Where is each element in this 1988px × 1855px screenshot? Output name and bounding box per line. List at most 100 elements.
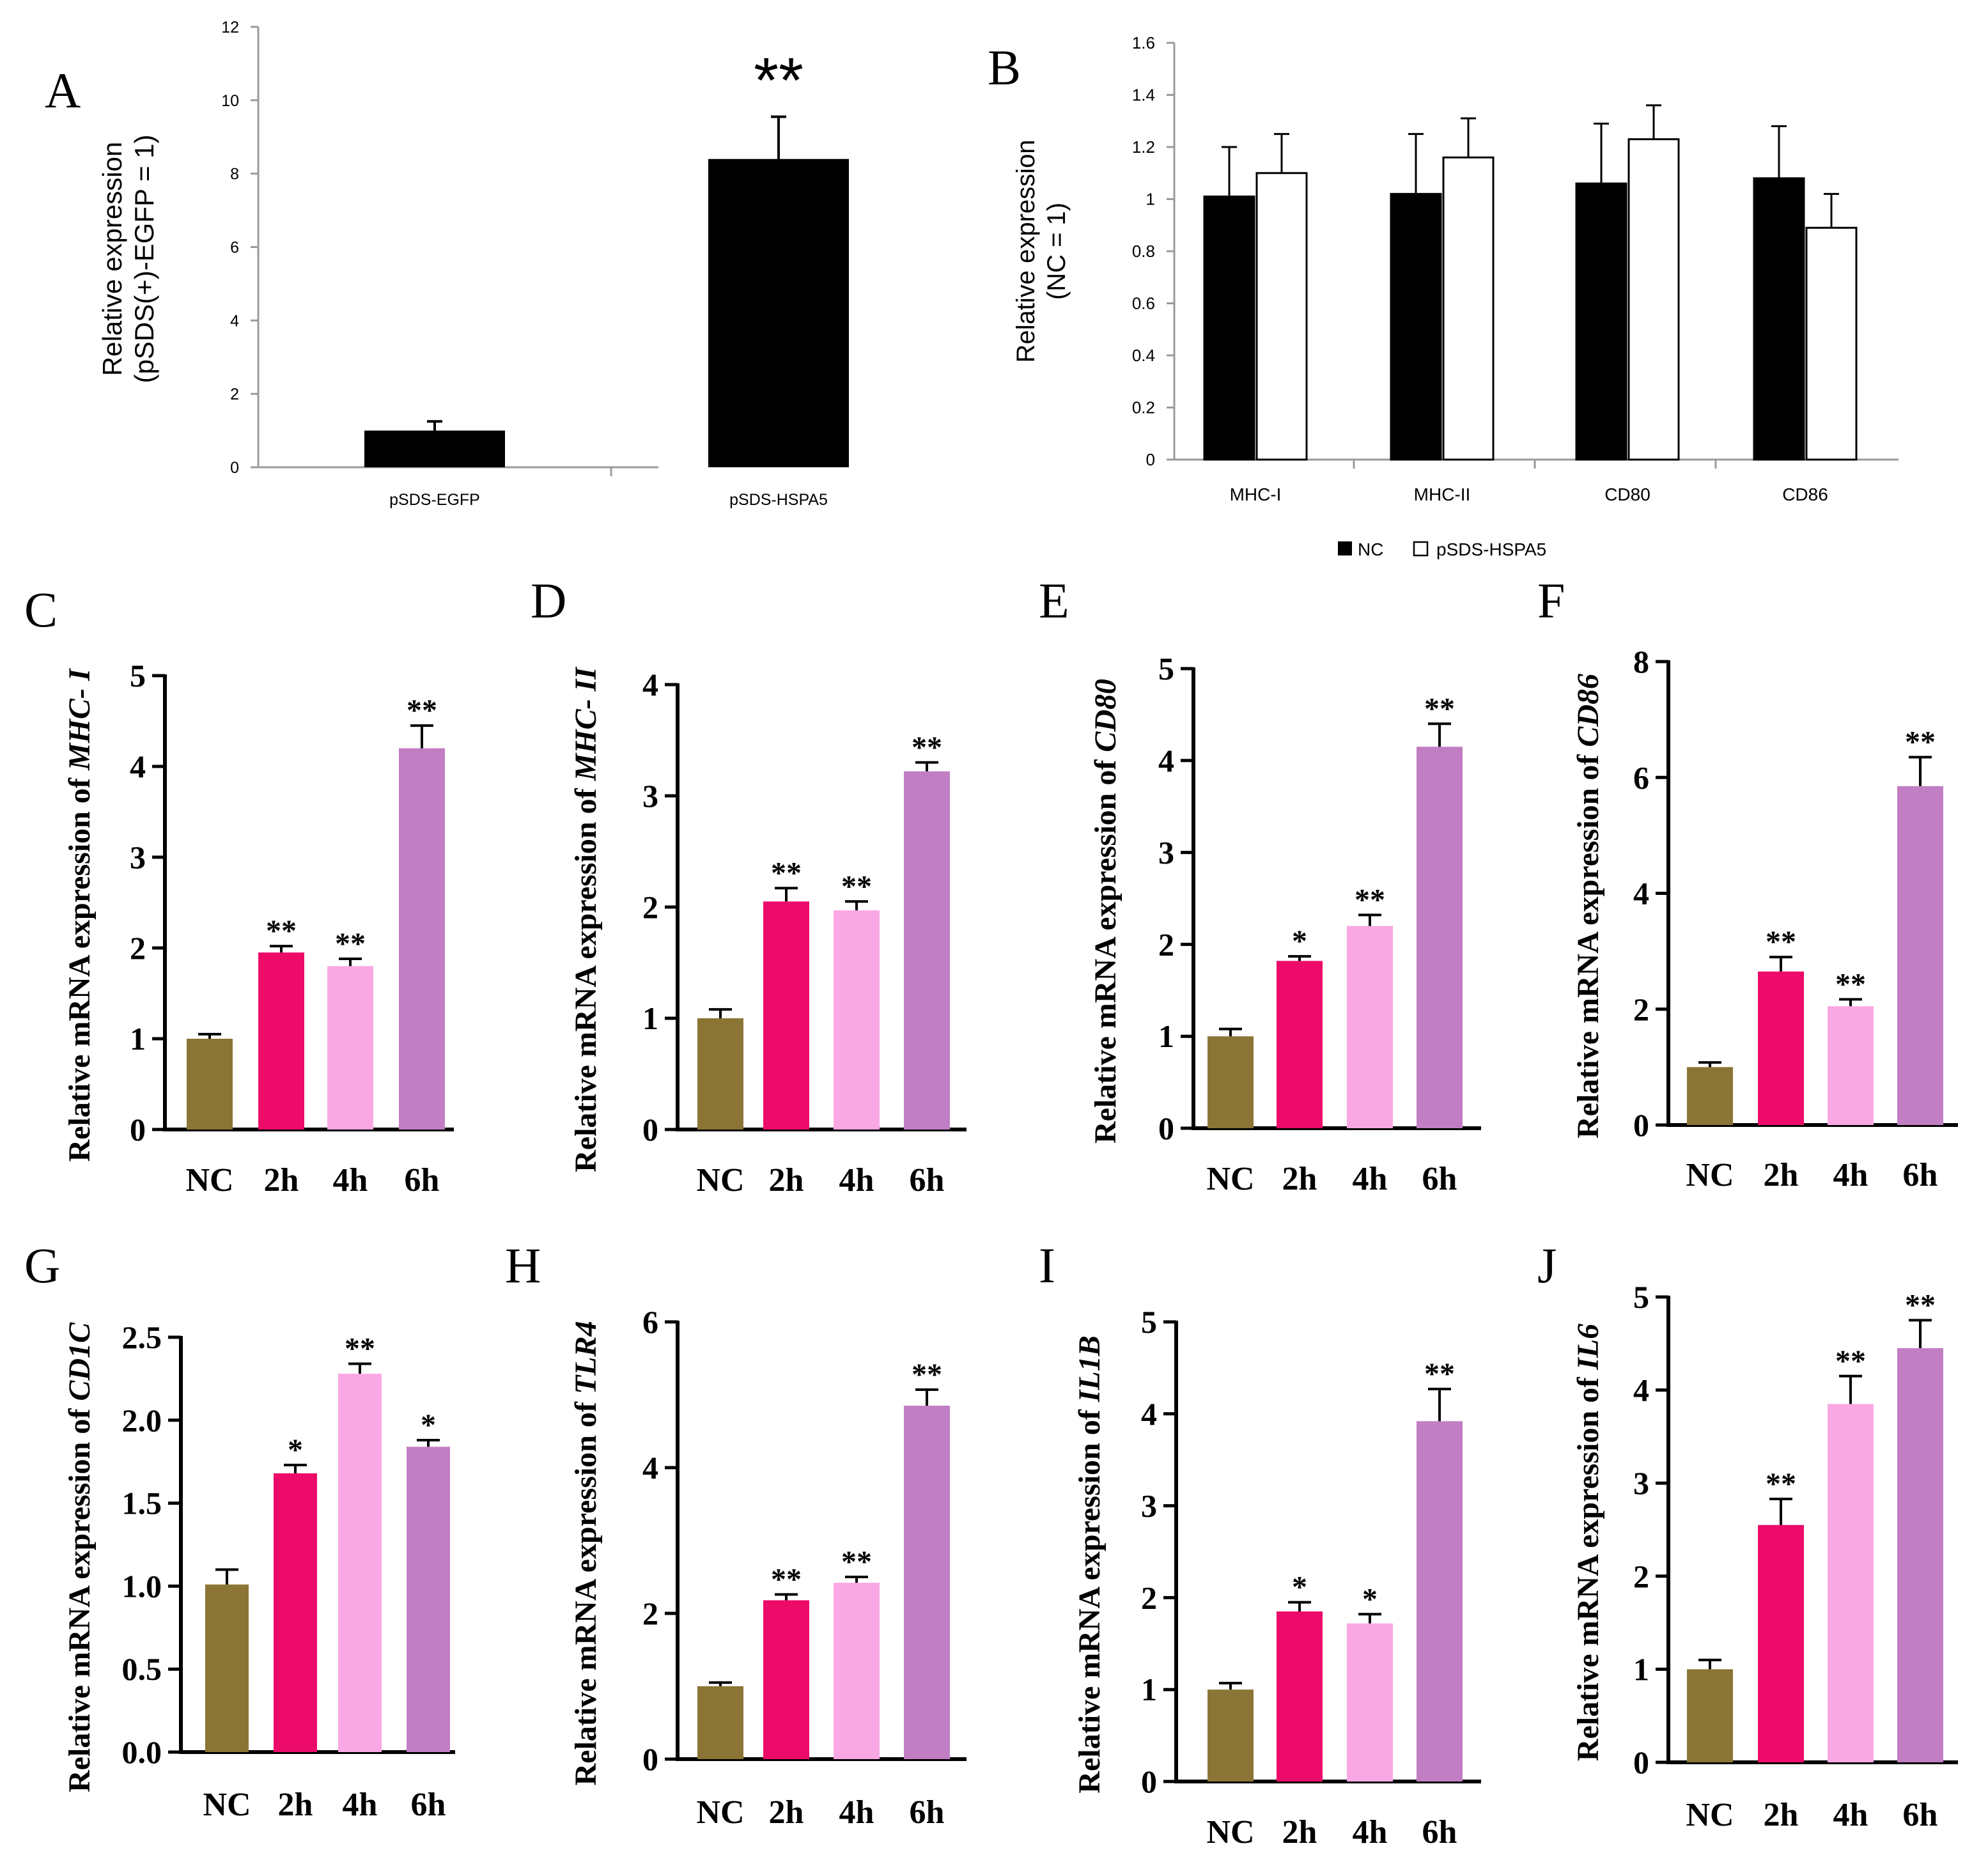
bar-B-NC-CD86 [1753,177,1805,461]
significance-E: ** [1424,692,1455,726]
y-tick-label-J: 4 [1633,1372,1649,1408]
y-tick-label-B: 0.4 [1132,346,1155,365]
y-tick-label-D: 4 [642,667,658,702]
y-tick-label-A: 2 [230,385,239,403]
y-tick-label-G: 2.0 [122,1402,162,1438]
significance-C: ** [335,927,366,961]
x-tick-label-J: NC [1686,1797,1734,1833]
y-tick-label-B: 1.4 [1132,86,1155,105]
bar-D-2h [763,901,809,1129]
significance-E: ** [1355,883,1385,917]
significance-G: * [421,1408,436,1442]
y-tick-label-J: 3 [1633,1465,1649,1501]
bar-J-4h [1828,1404,1874,1762]
y-tick-label-I: 1 [1141,1672,1157,1707]
x-tick-label-I: 4h [1353,1814,1388,1851]
bar-C-2h [258,952,304,1129]
x-tick-label-C: NC [185,1162,233,1199]
bar-H-4h [834,1583,880,1759]
y-tick-label-B: 0.6 [1132,294,1155,313]
y-tick-label-A: 12 [221,19,239,36]
x-tick-label-J: 6h [1903,1797,1938,1833]
y-axis-label-G: Relative mRNA expression of CD1C [63,1322,97,1792]
significance-I: ** [1424,1357,1455,1391]
y-tick-label-C: 5 [130,658,146,694]
significance-D: ** [912,731,942,765]
y-axis-label-A: Relative expression(pSDS(+)-EGFP = 1) [97,135,159,384]
y-tick-label-G: 2.5 [122,1319,162,1355]
x-tick-label-D: NC [696,1162,744,1199]
bar-C-4h [327,966,373,1129]
significance-F: ** [1766,925,1796,959]
bar-G-2h [274,1473,317,1752]
panel-I: I 0 1 2 3 4 5 NC * 2h * 4h ** 6h Relative mRNA express… [1039,1238,1481,1851]
y-tick-label-I: 4 [1141,1396,1157,1432]
y-tick-label-G: 1.5 [122,1486,162,1521]
x-tick-label-H: 4h [839,1794,874,1831]
x-tick-label-G: 2h [278,1787,313,1823]
y-tick-label-F: 2 [1633,991,1649,1027]
x-tick-label-I: 6h [1422,1814,1457,1851]
x-tick-label-F: NC [1686,1157,1734,1193]
panel-letter-H: H [505,1238,541,1293]
y-tick-label-A: 10 [221,92,239,110]
x-tick-label-G: 6h [411,1787,446,1823]
y-tick-label-E: 2 [1158,926,1174,962]
bar-E-6h [1417,747,1463,1128]
y-tick-label-C: 4 [130,749,146,784]
x-tick-label-I: NC [1206,1814,1254,1851]
y-tick-label-B: 0.8 [1132,242,1155,261]
bar-B-NC-MHC-I [1203,195,1255,461]
bar-E-NC [1208,1036,1254,1128]
bar-I-NC [1208,1689,1254,1781]
y-tick-label-D: 3 [642,778,658,814]
bar-J-2h [1758,1525,1804,1762]
panel-letter-D: D [531,573,566,628]
bar-A-pSDS-EGFP [364,430,505,467]
bar-H-6h [904,1406,950,1759]
x-tick-label-D: 6h [910,1162,945,1199]
legend-swatch-pSDS-HSPA5 [1413,541,1429,557]
panel-C: C 0 1 2 3 4 5 NC ** 2h ** 4h ** 6h Relative mRNA expre… [24,582,454,1199]
y-tick-label-E: 0 [1158,1110,1174,1146]
y-axis-label-F: Relative mRNA expression of CD86 [1571,674,1605,1138]
y-tick-label-H: 4 [642,1450,658,1486]
x-tick-label-H: 2h [769,1794,804,1831]
y-tick-label-I: 2 [1141,1579,1157,1615]
y-tick-label-B: 0.2 [1132,398,1155,417]
y-axis-label-B: Relative expression (NC = 1) [1012,139,1071,362]
y-tick-label-B: 1.6 [1132,33,1155,52]
significance-J: ** [1835,1344,1866,1378]
y-tick-label-F: 4 [1633,876,1649,912]
x-tick-label-H: NC [696,1794,744,1831]
bar-F-6h [1897,786,1943,1125]
y-tick-label-J: 0 [1633,1744,1649,1780]
y-axis-label-E: Relative mRNA expression of CD80 [1089,679,1122,1144]
y-axis-label-I: Relative mRNA expression of IL1B [1073,1335,1107,1793]
bar-I-2h [1277,1611,1323,1781]
y-tick-label-E: 5 [1158,651,1174,687]
significance-J: ** [1905,1288,1936,1322]
y-tick-label-A: 0 [230,459,239,477]
significance-G: ** [345,1332,375,1366]
bar-G-6h [407,1447,450,1752]
y-tick-label-E: 4 [1158,743,1174,779]
y-tick-label-H: 0 [642,1741,658,1777]
bar-B-pSDS-HSPA5-CD86 [1805,226,1858,461]
x-tick-label-J: 4h [1833,1797,1868,1833]
y-tick-label-J: 5 [1633,1279,1649,1315]
y-tick-label-B: 0 [1146,450,1155,469]
bar-D-6h [904,771,950,1129]
x-tick-label-J: 2h [1764,1797,1799,1833]
panel-G: G 0.0 0.5 1.0 1.5 2.0 2.5 NC * 2h ** 4h * 6h Relative … [24,1238,455,1823]
y-tick-label-D: 1 [642,1000,658,1036]
x-tick-label-E: 4h [1353,1161,1388,1197]
x-tick-label-F: 2h [1764,1157,1799,1193]
bar-H-2h [763,1600,809,1759]
x-tick-label-E: NC [1206,1161,1254,1197]
legend-label-NC: NC [1358,539,1383,559]
bar-I-6h [1417,1421,1463,1781]
y-tick-label-J: 1 [1633,1651,1649,1687]
y-tick-label-A: 4 [230,312,239,330]
y-tick-label-A: 6 [230,239,239,257]
